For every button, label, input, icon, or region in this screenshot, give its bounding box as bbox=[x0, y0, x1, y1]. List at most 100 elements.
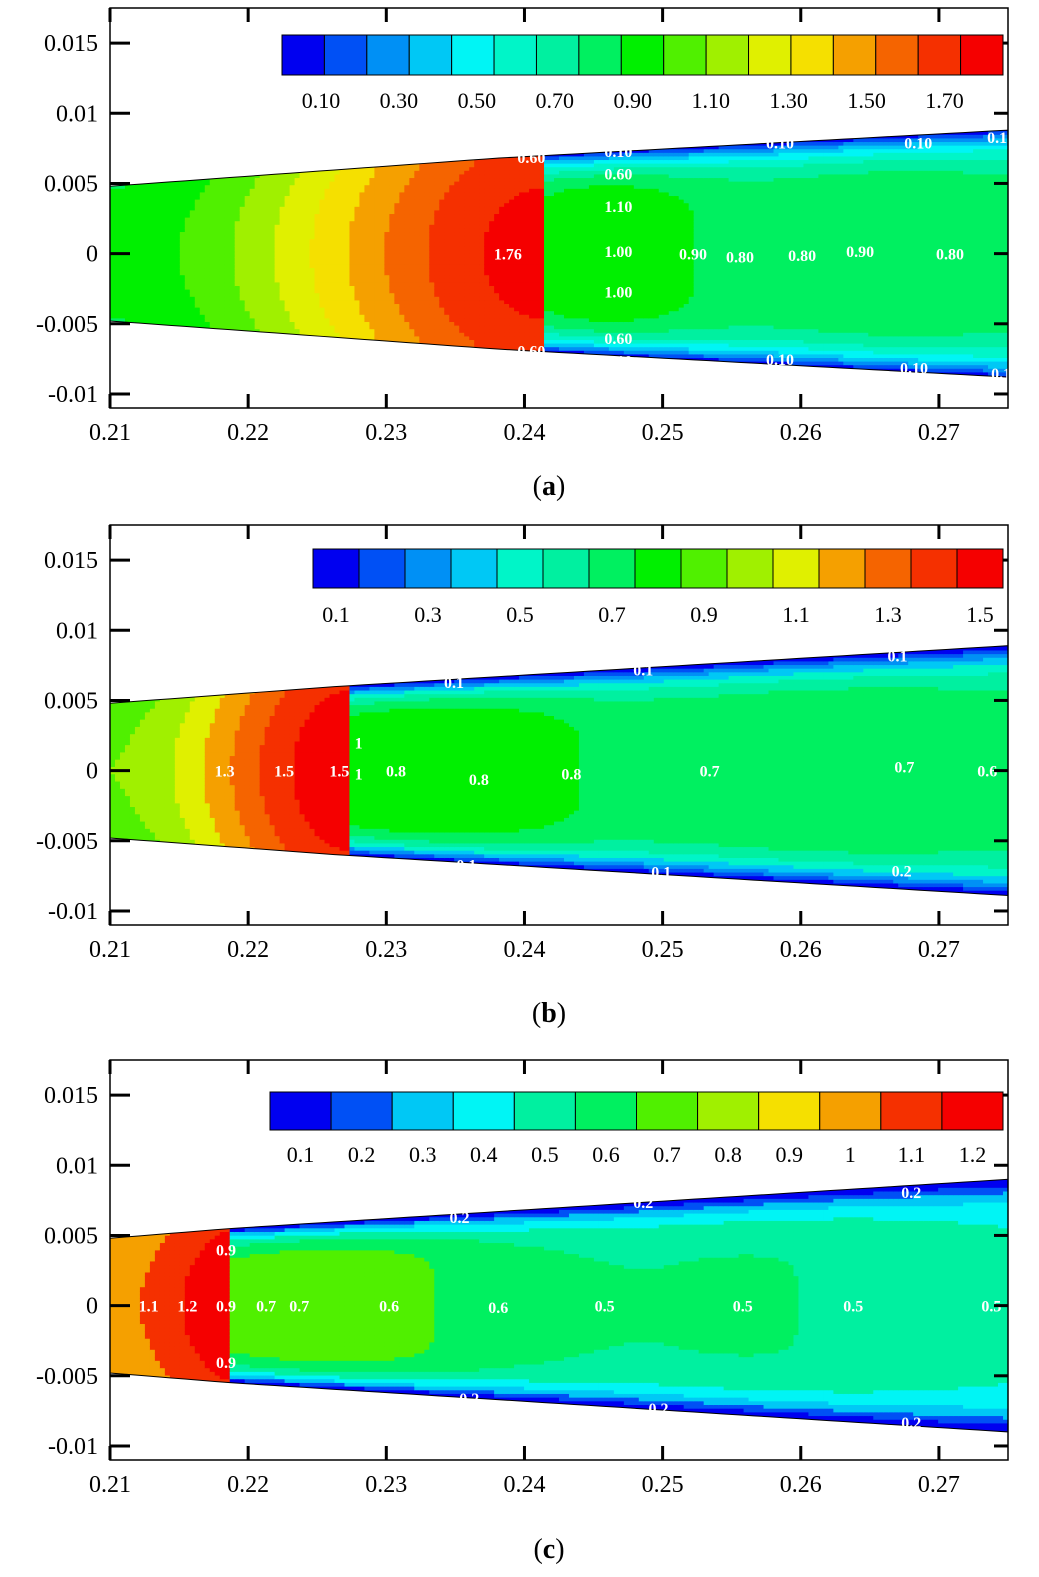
field-cell bbox=[299, 246, 306, 251]
field-cell bbox=[124, 203, 131, 208]
field-cell bbox=[249, 203, 256, 208]
field-cell bbox=[134, 257, 141, 262]
field-cell bbox=[299, 188, 306, 194]
field-cell bbox=[414, 278, 420, 284]
field-cell bbox=[149, 278, 156, 284]
field-cell bbox=[369, 278, 376, 284]
field-cell bbox=[199, 185, 206, 190]
field-cell bbox=[414, 304, 420, 309]
field-cell bbox=[414, 293, 420, 298]
field-cell bbox=[110, 224, 116, 230]
field-cell bbox=[354, 286, 361, 291]
field-cell bbox=[314, 250, 321, 255]
field-cell bbox=[309, 181, 316, 186]
field-cell bbox=[314, 181, 321, 186]
field-cell bbox=[110, 188, 116, 194]
field-cell bbox=[199, 217, 206, 222]
field-cell bbox=[144, 260, 151, 266]
field-cell bbox=[389, 329, 395, 334]
field-cell bbox=[414, 314, 420, 319]
field-cell bbox=[274, 325, 281, 330]
field-cell bbox=[284, 185, 291, 190]
field-cell bbox=[424, 232, 430, 237]
field-cell bbox=[459, 296, 465, 302]
field-cell bbox=[134, 250, 141, 255]
field-cell bbox=[189, 314, 196, 319]
field-cell bbox=[264, 257, 271, 262]
field-cell bbox=[419, 311, 425, 316]
field-cell bbox=[144, 275, 151, 280]
field-cell bbox=[294, 206, 301, 212]
field-cell bbox=[324, 311, 331, 316]
field-cell bbox=[154, 304, 161, 309]
field-cell bbox=[139, 235, 146, 240]
field-cell bbox=[434, 174, 440, 179]
field-cell bbox=[314, 289, 321, 294]
field-cell bbox=[444, 221, 450, 226]
field-cell bbox=[214, 185, 221, 190]
field-cell bbox=[419, 332, 425, 337]
field-cell bbox=[149, 203, 156, 208]
field-cell bbox=[284, 322, 291, 327]
field-cell bbox=[254, 232, 261, 237]
field-cell bbox=[349, 311, 356, 316]
field-cell bbox=[404, 206, 410, 212]
field-cell bbox=[169, 246, 176, 251]
field-cell bbox=[329, 257, 336, 262]
field-cell bbox=[274, 196, 281, 201]
field-cell bbox=[149, 221, 156, 226]
field-cell bbox=[199, 178, 206, 183]
field-cell bbox=[179, 181, 186, 186]
field-cell bbox=[359, 188, 366, 194]
field-cell bbox=[404, 178, 410, 183]
field-cell bbox=[219, 260, 226, 266]
field-cell bbox=[214, 296, 221, 302]
field-cell bbox=[354, 257, 361, 262]
field-cell bbox=[294, 199, 301, 204]
field-cell bbox=[429, 318, 435, 323]
field-cell bbox=[429, 322, 435, 327]
field-cell bbox=[314, 196, 321, 201]
field-cell bbox=[179, 242, 186, 248]
field-cell bbox=[110, 199, 116, 204]
field-cell bbox=[149, 181, 156, 186]
field-cell bbox=[189, 296, 196, 302]
field-cell bbox=[239, 257, 246, 262]
field-cell bbox=[364, 329, 371, 334]
field-cell bbox=[374, 232, 380, 237]
field-cell bbox=[344, 203, 351, 208]
field-cell bbox=[449, 314, 455, 319]
field-cell bbox=[394, 167, 400, 172]
field-cell bbox=[314, 174, 321, 179]
field-cell bbox=[154, 185, 161, 190]
field-cell bbox=[110, 250, 116, 255]
field-cell bbox=[424, 167, 430, 172]
field-cell bbox=[414, 239, 420, 244]
field-cell bbox=[404, 307, 410, 312]
field-cell bbox=[444, 181, 450, 186]
field-cell bbox=[229, 260, 236, 266]
field-cell bbox=[169, 260, 176, 266]
field-cell bbox=[399, 221, 405, 226]
field-cell bbox=[234, 185, 241, 190]
field-cell bbox=[144, 224, 151, 230]
field-cell bbox=[439, 286, 445, 291]
field-cell bbox=[144, 289, 151, 294]
field-cell bbox=[229, 325, 236, 330]
field-cell bbox=[434, 336, 440, 341]
field-cell bbox=[284, 239, 291, 244]
field-cell bbox=[264, 293, 271, 298]
field-cell bbox=[169, 293, 176, 298]
field-cell bbox=[159, 314, 166, 319]
field-cell bbox=[110, 296, 116, 302]
field-cell bbox=[394, 228, 400, 233]
field-cell bbox=[289, 257, 296, 262]
field-cell bbox=[284, 214, 291, 219]
field-cell bbox=[344, 311, 351, 316]
field-cell bbox=[429, 296, 435, 302]
field-cell bbox=[239, 232, 246, 237]
field-cell bbox=[159, 239, 166, 244]
field-cell bbox=[409, 271, 415, 276]
field-cell bbox=[144, 307, 151, 312]
field-cell bbox=[259, 278, 266, 284]
